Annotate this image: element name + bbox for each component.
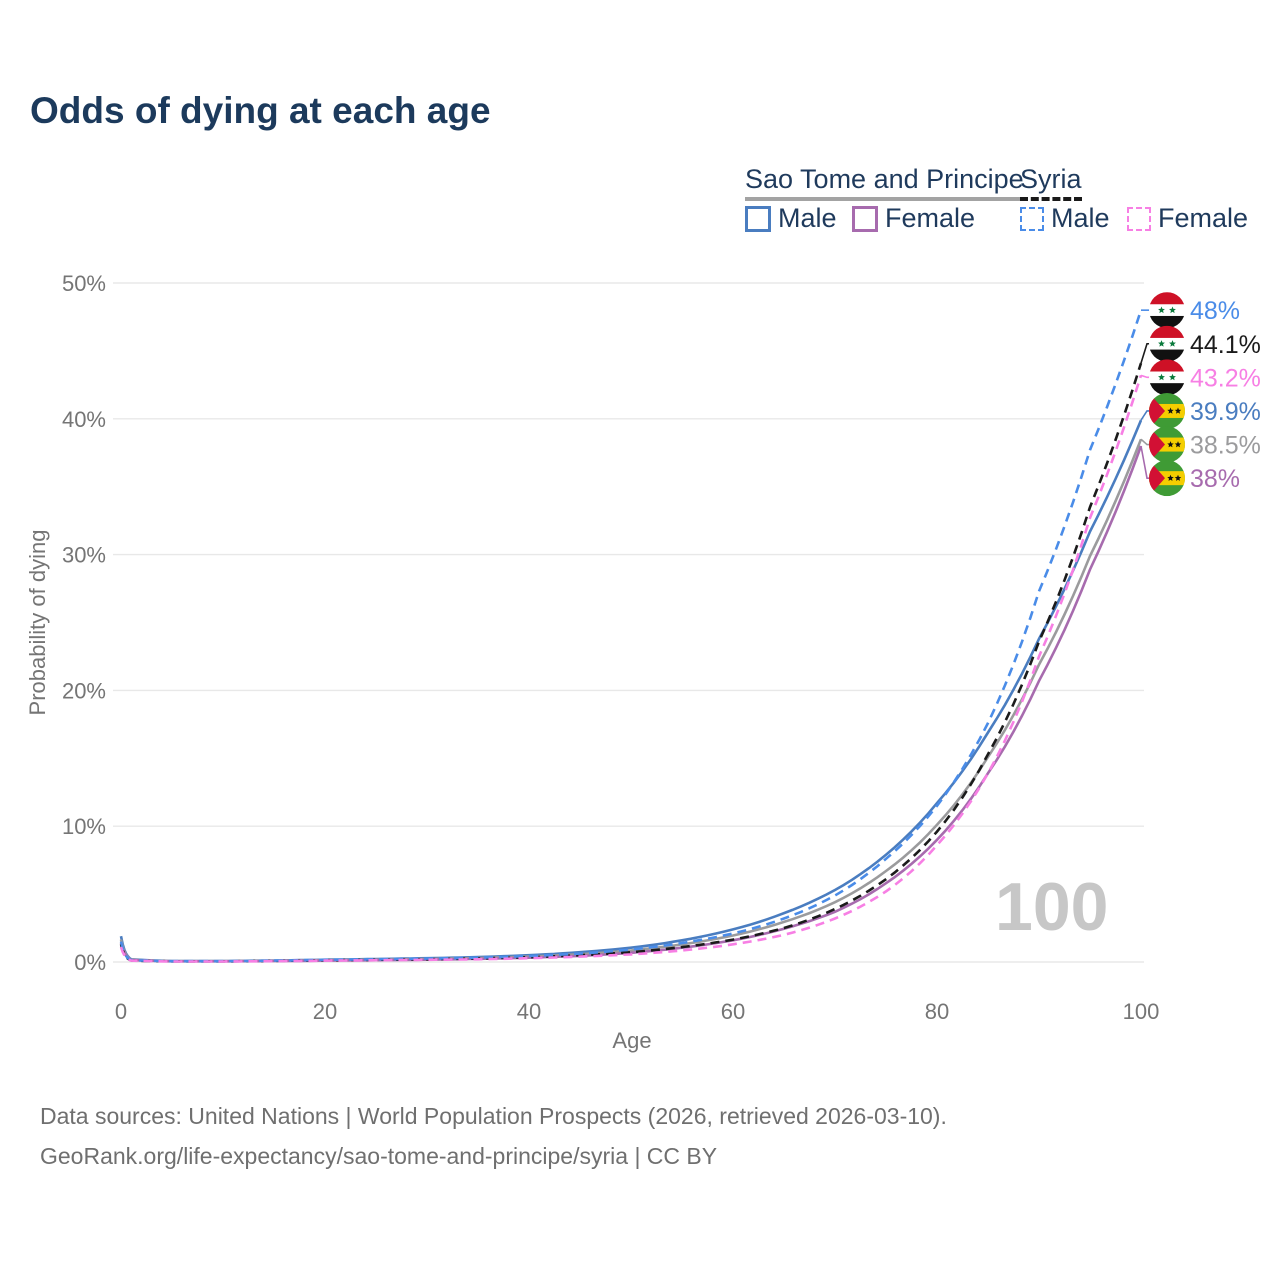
series-line-sao-tome-female — [119, 445, 1143, 963]
x-tick-label: 80 — [925, 999, 949, 1024]
y-tick-label: 40% — [62, 407, 106, 432]
y-axis-title: Probability of dying — [25, 530, 50, 716]
y-tick-label: 10% — [62, 814, 106, 839]
series-line-sao-tome-total — [119, 438, 1143, 963]
footer-attribution: GeoRank.org/life-expectancy/sao-tome-and… — [40, 1143, 718, 1169]
legend-item-sao-tome-male: Male — [745, 203, 837, 234]
x-tick-label: 20 — [313, 999, 337, 1024]
x-tick-label: 100 — [1123, 999, 1160, 1024]
end-label-leader — [1140, 374, 1150, 379]
footer: Data sources: United Nations | World Pop… — [40, 1096, 947, 1176]
syria-flag-icon — [1149, 292, 1185, 329]
y-tick-label: 50% — [62, 271, 106, 296]
series-line-syria-male — [119, 309, 1143, 963]
legend-swatch-syria-male-icon — [1020, 206, 1044, 231]
legend-swatch-sao-tome-male-icon — [745, 205, 771, 232]
legend-item-syria-female: Female — [1127, 203, 1248, 234]
syria-flag-icon — [1149, 325, 1185, 362]
end-label-leader — [1140, 438, 1150, 446]
end-label-value: 38% — [1190, 465, 1240, 493]
x-axis-title: Age — [612, 1028, 651, 1053]
end-label-value: 44.1% — [1190, 331, 1261, 359]
x-tick-label: 0 — [115, 999, 127, 1024]
end-label-leader — [1140, 342, 1150, 364]
legend-group-title-syria: Syria — [1020, 164, 1082, 201]
sao-tome-flag-icon — [1149, 460, 1185, 497]
legend-swatch-sao-tome-female-icon — [852, 205, 878, 232]
end-label-value: 48% — [1190, 297, 1240, 325]
sao-tome-flag-icon — [1149, 426, 1185, 463]
legend-label: Male — [1051, 203, 1110, 233]
y-tick-label: 30% — [62, 543, 106, 568]
x-tick-label: 40 — [517, 999, 541, 1024]
legend-item-syria-male: Male — [1020, 203, 1110, 234]
legend-swatch-syria-female-icon — [1127, 206, 1151, 231]
series-line-syria-female — [119, 374, 1143, 963]
x-tick-label: 60 — [721, 999, 745, 1024]
end-label-value: 43.2% — [1190, 364, 1261, 392]
page-title: Odds of dying at each age — [30, 90, 491, 131]
end-label-value: 38.5% — [1190, 432, 1261, 460]
end-label-leader — [1140, 445, 1150, 479]
y-tick-label: 20% — [62, 678, 106, 703]
y-tick-label: 0% — [74, 950, 106, 975]
legend-item-sao-tome-female: Female — [852, 203, 975, 234]
footer-data-sources: Data sources: United Nations | World Pop… — [40, 1103, 947, 1129]
legend-label: Male — [778, 203, 837, 233]
legend-label: Female — [885, 203, 976, 233]
series-line-syria-total — [119, 362, 1143, 963]
legend-label: Female — [1158, 203, 1249, 233]
sao-tome-flag-icon — [1149, 392, 1185, 429]
axis-max-watermark: 100 — [995, 869, 1109, 945]
legend-group-title-sao-tome: Sao Tome and Principe — [745, 164, 1024, 201]
end-label-value: 39.9% — [1190, 398, 1261, 426]
end-label-leader — [1140, 410, 1150, 421]
syria-flag-icon — [1149, 359, 1185, 396]
